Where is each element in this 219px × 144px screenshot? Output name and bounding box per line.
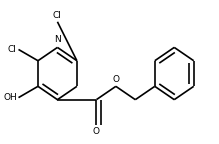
Text: N: N bbox=[54, 35, 61, 44]
Text: O: O bbox=[93, 127, 100, 136]
Text: Cl: Cl bbox=[53, 11, 62, 20]
Text: Cl: Cl bbox=[8, 45, 17, 54]
Text: OH: OH bbox=[4, 93, 18, 102]
Text: O: O bbox=[112, 75, 119, 84]
